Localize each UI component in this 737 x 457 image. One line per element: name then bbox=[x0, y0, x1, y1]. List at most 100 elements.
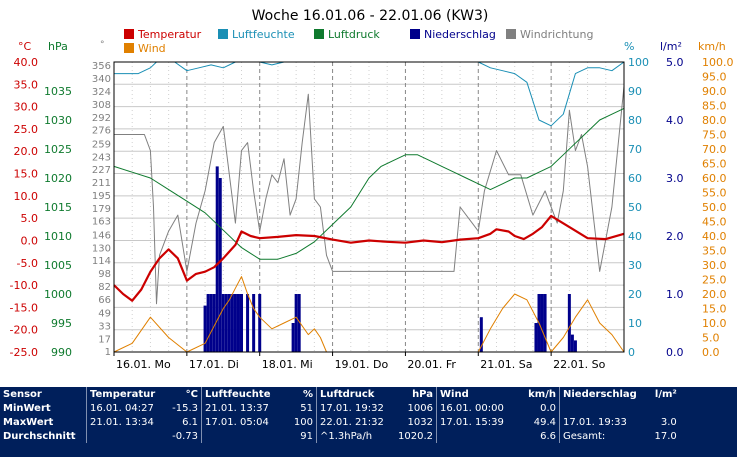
wind-tick-label: 75.0 bbox=[702, 129, 727, 142]
humidity-tick-label: 100 bbox=[628, 56, 649, 69]
humidity-axis-unit: % bbox=[624, 40, 634, 53]
rain-bar bbox=[218, 178, 222, 352]
temp-tick-label: 25.0 bbox=[14, 123, 39, 136]
direction-tick-label: 276 bbox=[92, 126, 111, 137]
stats-header-temp-unit: °C bbox=[185, 388, 198, 400]
stats-max-temp-time: 21.01. 13:34 bbox=[86, 415, 165, 429]
stats-min-hum-val: 51 bbox=[300, 402, 313, 414]
pressure-tick-label: 995 bbox=[51, 317, 72, 330]
direction-tick-label: 227 bbox=[92, 165, 111, 176]
legend-label: Luftdruck bbox=[328, 28, 380, 41]
direction-axis-unit: ° bbox=[100, 40, 105, 50]
series-line-windrichtung bbox=[114, 86, 625, 305]
x-tick-label: 21.01. Sa bbox=[480, 358, 532, 371]
humidity-tick-label: 70 bbox=[628, 143, 642, 156]
direction-tick-label: 114 bbox=[92, 256, 111, 267]
x-tick-label: 18.01. Mi bbox=[262, 358, 313, 371]
legend: Temperatur Luftfeuchte Luftdruck Niederschl… bbox=[124, 28, 593, 55]
stats-header-press-unit: hPa bbox=[412, 388, 433, 400]
pressure-axis-unit: hPa bbox=[48, 40, 68, 53]
rain-bar bbox=[479, 317, 483, 352]
stats-header-rain: Niederschlag bbox=[558, 387, 640, 401]
temp-tick-label: 5.0 bbox=[21, 212, 39, 225]
rain-bar bbox=[534, 323, 538, 352]
direction-tick-label: 163 bbox=[92, 217, 111, 228]
legend-swatch bbox=[506, 29, 516, 39]
temp-tick-label: -20.0 bbox=[10, 324, 38, 337]
humidity-tick-label: 10 bbox=[628, 317, 642, 330]
direction-tick-label: 146 bbox=[92, 230, 111, 241]
rain-bar bbox=[258, 294, 262, 352]
wind-tick-label: 0.0 bbox=[702, 346, 720, 359]
rain-bar bbox=[221, 294, 225, 352]
axis-unit-labels: °C hPa °% l/m² km/h bbox=[18, 40, 726, 53]
stats-header-wind: Wind bbox=[436, 387, 515, 401]
rain-bar bbox=[252, 294, 256, 352]
direction-tick-label: 179 bbox=[92, 204, 111, 215]
wind-tick-label: 10.0 bbox=[702, 317, 727, 330]
series-line-luftdruck bbox=[113, 107, 625, 260]
humidity-tick-label: 80 bbox=[628, 114, 642, 127]
stats-header-temp: Temperatur bbox=[86, 387, 165, 401]
stats-avg-temp-val: -0.73 bbox=[172, 430, 198, 442]
pressure-tick-label: 1035 bbox=[44, 85, 72, 98]
stats-max-press-time: 22.01. 21:32 bbox=[316, 415, 395, 429]
legend-swatch bbox=[124, 29, 134, 39]
direction-tick-label: 211 bbox=[92, 178, 111, 189]
stats-max-wind-val: 49.4 bbox=[533, 416, 556, 428]
direction-tick-label: 340 bbox=[92, 74, 111, 85]
rain-tick-label: 2.0 bbox=[666, 230, 684, 243]
x-tick-label: 16.01. Mo bbox=[116, 358, 171, 371]
wind-tick-label: 45.0 bbox=[702, 216, 727, 229]
rain-bar bbox=[227, 294, 231, 352]
humidity-tick-label: 90 bbox=[628, 85, 642, 98]
rain-tick-label: 4.0 bbox=[666, 114, 684, 127]
axis-ticks: 40.035.030.025.020.015.010.05.00.0-5.0-1… bbox=[10, 56, 734, 359]
pressure-tick-label: 1030 bbox=[44, 114, 72, 127]
wind-tick-label: 50.0 bbox=[702, 201, 727, 214]
humidity-tick-label: 60 bbox=[628, 172, 642, 185]
wind-tick-label: 25.0 bbox=[702, 274, 727, 287]
direction-tick-label: 259 bbox=[92, 139, 111, 150]
stats-min-wind-val: 0.0 bbox=[540, 402, 556, 414]
stats-max-rain-val: 3.0 bbox=[660, 416, 677, 428]
wind-tick-label: 100.0 bbox=[702, 56, 734, 69]
direction-tick-label: 243 bbox=[92, 152, 111, 163]
stats-max-label: MaxWert bbox=[3, 416, 54, 428]
wind-tick-label: 85.0 bbox=[702, 100, 727, 113]
stats-max-hum-time: 17.01. 05:04 bbox=[201, 415, 280, 429]
rain-bar bbox=[236, 294, 240, 352]
rain-bar bbox=[240, 294, 243, 352]
temp-tick-label: -25.0 bbox=[10, 346, 38, 359]
stats-min-label: MinWert bbox=[3, 402, 51, 414]
legend-label: Luftfeuchte bbox=[232, 28, 295, 41]
weather-chart: Woche 16.01.06 - 22.01.06 (KW3) Temperat… bbox=[10, 8, 734, 371]
rain-bar bbox=[233, 294, 237, 352]
stats-avg-rain-val: 17.0 bbox=[654, 430, 677, 442]
humidity-tick-label: 20 bbox=[628, 288, 642, 301]
stats-max-temp-val: 6.1 bbox=[182, 416, 198, 428]
rain-axis-unit: l/m² bbox=[660, 40, 682, 53]
stats-avg-hum-time bbox=[201, 429, 280, 443]
direction-tick-label: 130 bbox=[92, 243, 111, 254]
pressure-tick-label: 1010 bbox=[44, 230, 72, 243]
stats-header-hum-unit: % bbox=[302, 388, 313, 400]
direction-tick-label: 195 bbox=[92, 191, 111, 202]
stats-header-wind-unit: km/h bbox=[528, 388, 556, 400]
stats-header-hum: Luftfeuchte bbox=[201, 387, 280, 401]
stats-avg-press-time: ^1.3hPa/h bbox=[316, 429, 395, 443]
temp-tick-label: 10.0 bbox=[14, 190, 39, 203]
rain-tick-label: 3.0 bbox=[666, 172, 684, 185]
chart-title: Woche 16.01.06 - 22.01.06 (KW3) bbox=[252, 8, 489, 24]
rain-bar bbox=[543, 294, 547, 352]
stats-max-wind-time: 17.01. 15:39 bbox=[436, 415, 515, 429]
rain-bar bbox=[567, 294, 571, 352]
wind-tick-label: 95.0 bbox=[702, 71, 727, 84]
direction-tick-label: 292 bbox=[92, 113, 111, 124]
wind-tick-label: 55.0 bbox=[702, 187, 727, 200]
stats-avg-temp-time bbox=[86, 429, 165, 443]
rain-bar bbox=[573, 340, 577, 352]
statistics-table: Sensor Temperatur °C Luftfeuchte % Luftd… bbox=[0, 387, 680, 443]
stats-min-wind-time: 16.01. 00:00 bbox=[436, 401, 515, 415]
rain-bar bbox=[212, 294, 216, 352]
